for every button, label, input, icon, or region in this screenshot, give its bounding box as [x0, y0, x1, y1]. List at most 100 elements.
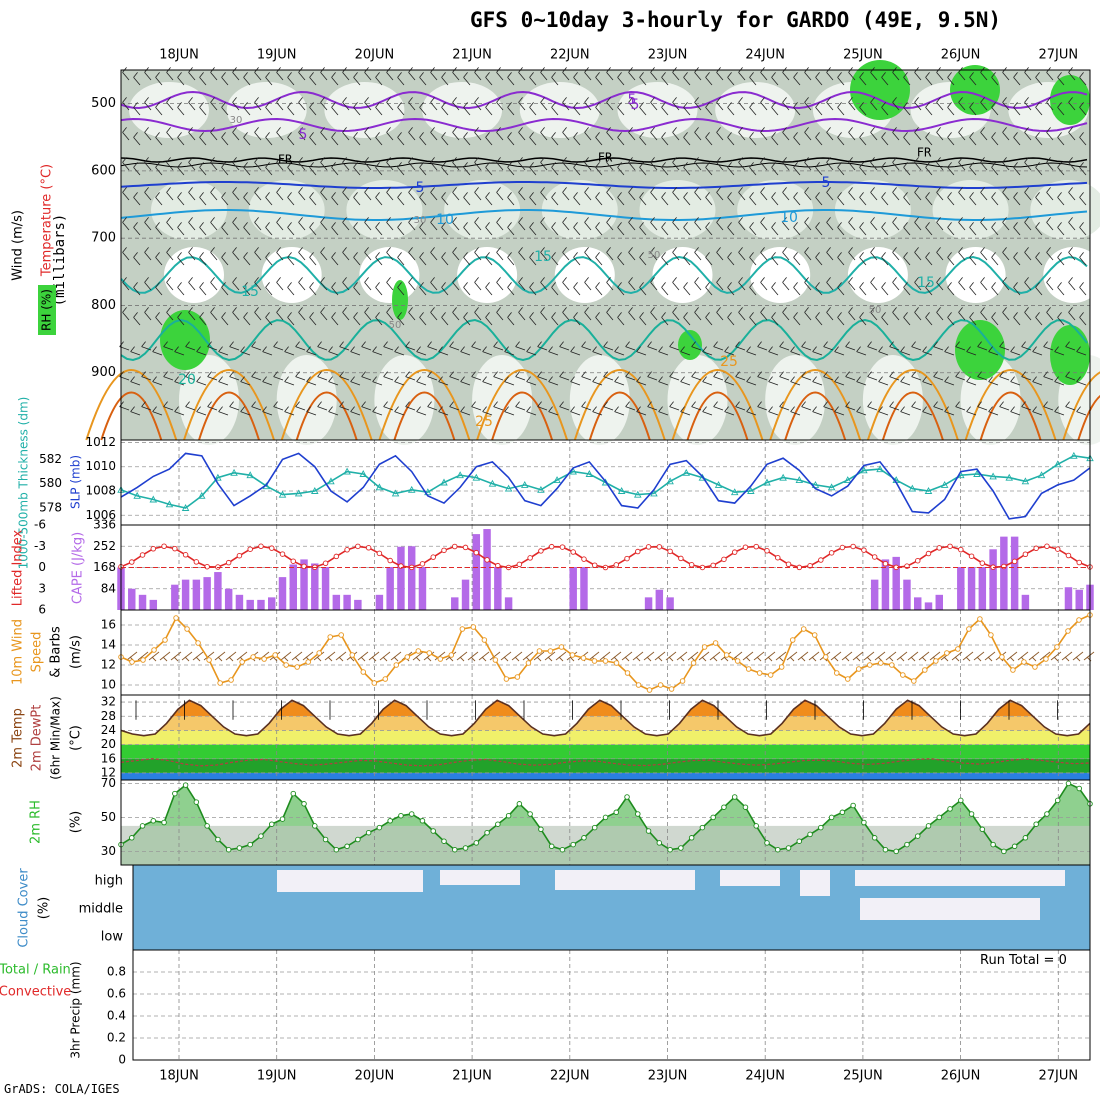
- wind-barb-flag: [119, 401, 124, 407]
- rh-humid-blob: [850, 60, 910, 120]
- wind-barb-flag: [482, 346, 487, 352]
- wind-barb: [705, 107, 713, 116]
- wind-barb: [738, 312, 746, 321]
- wind-barb: [386, 282, 394, 291]
- wind-barb-flag: [540, 187, 545, 193]
- wind-barb-flag: [735, 371, 740, 377]
- wind-barb-flag: [606, 157, 611, 163]
- wind-barb: [823, 376, 834, 381]
- wind-barb-flag: [658, 406, 663, 412]
- wind-barb: [606, 72, 614, 81]
- wind-barb: [177, 137, 185, 146]
- wind-barb-flag: [273, 341, 278, 347]
- wind-barb-flag: [254, 217, 259, 223]
- wind-barb: [716, 192, 724, 201]
- wind-barb-flag: [859, 252, 864, 258]
- wind-barb-flag: [999, 401, 1004, 407]
- wind-barb-flag: [947, 132, 952, 138]
- wind-barb: [177, 77, 185, 86]
- wind-barb: [537, 346, 548, 351]
- rh-point: [968, 811, 975, 817]
- wind-barb-flag: [309, 252, 314, 258]
- wind-barb: [166, 102, 174, 111]
- wind-barb: [584, 252, 592, 261]
- wind-barb-flag: [925, 252, 930, 258]
- cloud-unit-label: (%): [37, 897, 52, 920]
- wind-barb: [661, 197, 669, 206]
- wind-barb-flag: [185, 401, 190, 407]
- wind-barb: [515, 376, 526, 381]
- temp-band: [121, 730, 1090, 745]
- wind-barb: [760, 132, 768, 141]
- wind-barb-flag: [617, 192, 622, 198]
- wind-barb-flag: [680, 376, 685, 382]
- rh-contour-fill: [248, 180, 325, 240]
- wind-barb-flag: [507, 252, 512, 258]
- wind-speed-point: [1054, 644, 1060, 650]
- wind-barb: [694, 162, 702, 171]
- wind-barb: [1079, 227, 1087, 236]
- wind-barb: [199, 167, 207, 176]
- rh-point: [419, 818, 426, 824]
- wind-barb: [287, 317, 295, 326]
- wind-barb: [823, 406, 834, 411]
- wind-barb-flag: [474, 127, 479, 133]
- wind-barb-flag: [1013, 282, 1018, 288]
- wind-barb-flag: [1079, 192, 1084, 198]
- wind-barb-flag: [870, 217, 875, 223]
- wind-barb: [1013, 137, 1021, 146]
- wind-barb-flag: [903, 222, 908, 228]
- surface-wind-barb: [126, 651, 138, 661]
- wind-barb-flag: [232, 247, 237, 253]
- page-title: GFS 0~10day 3-hourly for GARDO (49E, 9.5…: [470, 8, 1002, 32]
- surface-wind-barb: [324, 651, 336, 661]
- contour-label: 25: [475, 414, 493, 430]
- wind-barb: [922, 351, 933, 356]
- wind-barb: [760, 222, 768, 231]
- surface-wind-barb-flag: [855, 656, 861, 662]
- wind-barb-flag: [298, 127, 303, 133]
- wind-barb-flag: [328, 376, 333, 382]
- surface-wind-barb: [390, 651, 402, 661]
- wind-barb: [683, 317, 691, 326]
- wind-barb-flag: [1068, 187, 1073, 193]
- wind-barb-flag: [606, 217, 611, 223]
- wind-barb-flag: [779, 371, 784, 377]
- wind-barb-flag: [276, 307, 281, 313]
- wind-barb: [947, 287, 955, 296]
- wind-barb-flag: [526, 346, 531, 352]
- surface-wind-barb-flag: [888, 656, 894, 662]
- wind-barb-flag: [144, 277, 149, 283]
- wind-barb-flag: [694, 157, 699, 163]
- wind-barb: [892, 252, 900, 261]
- wind-barb: [526, 411, 537, 416]
- wind-barb: [507, 107, 515, 116]
- wind-barb-flag: [683, 192, 688, 198]
- wind-barb: [936, 252, 944, 261]
- wind-barb-flag: [823, 401, 828, 407]
- wind-barb: [408, 72, 416, 81]
- wind-barb-flag: [1035, 312, 1040, 318]
- wind-barb-flag: [966, 406, 971, 412]
- cloud-ylabel: Cloud Cover: [17, 868, 32, 948]
- wind-barb-flag: [320, 187, 325, 193]
- wind-barb: [394, 351, 405, 356]
- wind-barb: [856, 381, 867, 386]
- wind-barb-flag: [163, 371, 168, 377]
- wind-barb: [331, 257, 339, 266]
- wind-barb: [815, 107, 823, 116]
- wind-barb: [636, 411, 647, 416]
- wind-barb: [881, 137, 889, 146]
- wind-barb: [1068, 222, 1076, 231]
- wind-barb: [240, 351, 251, 356]
- wind-barb-flag: [353, 132, 358, 138]
- wind-barb-flag: [372, 376, 377, 382]
- cape-tick-label: 252: [93, 539, 116, 553]
- cape-tick-label: 84: [101, 581, 116, 595]
- wind-speed-point: [789, 637, 796, 643]
- wind-barb: [265, 167, 273, 176]
- rh-humid-blob: [1050, 325, 1090, 385]
- wind-speed-point: [536, 648, 543, 654]
- wind-barb: [386, 222, 394, 231]
- cape-bar: [870, 579, 879, 610]
